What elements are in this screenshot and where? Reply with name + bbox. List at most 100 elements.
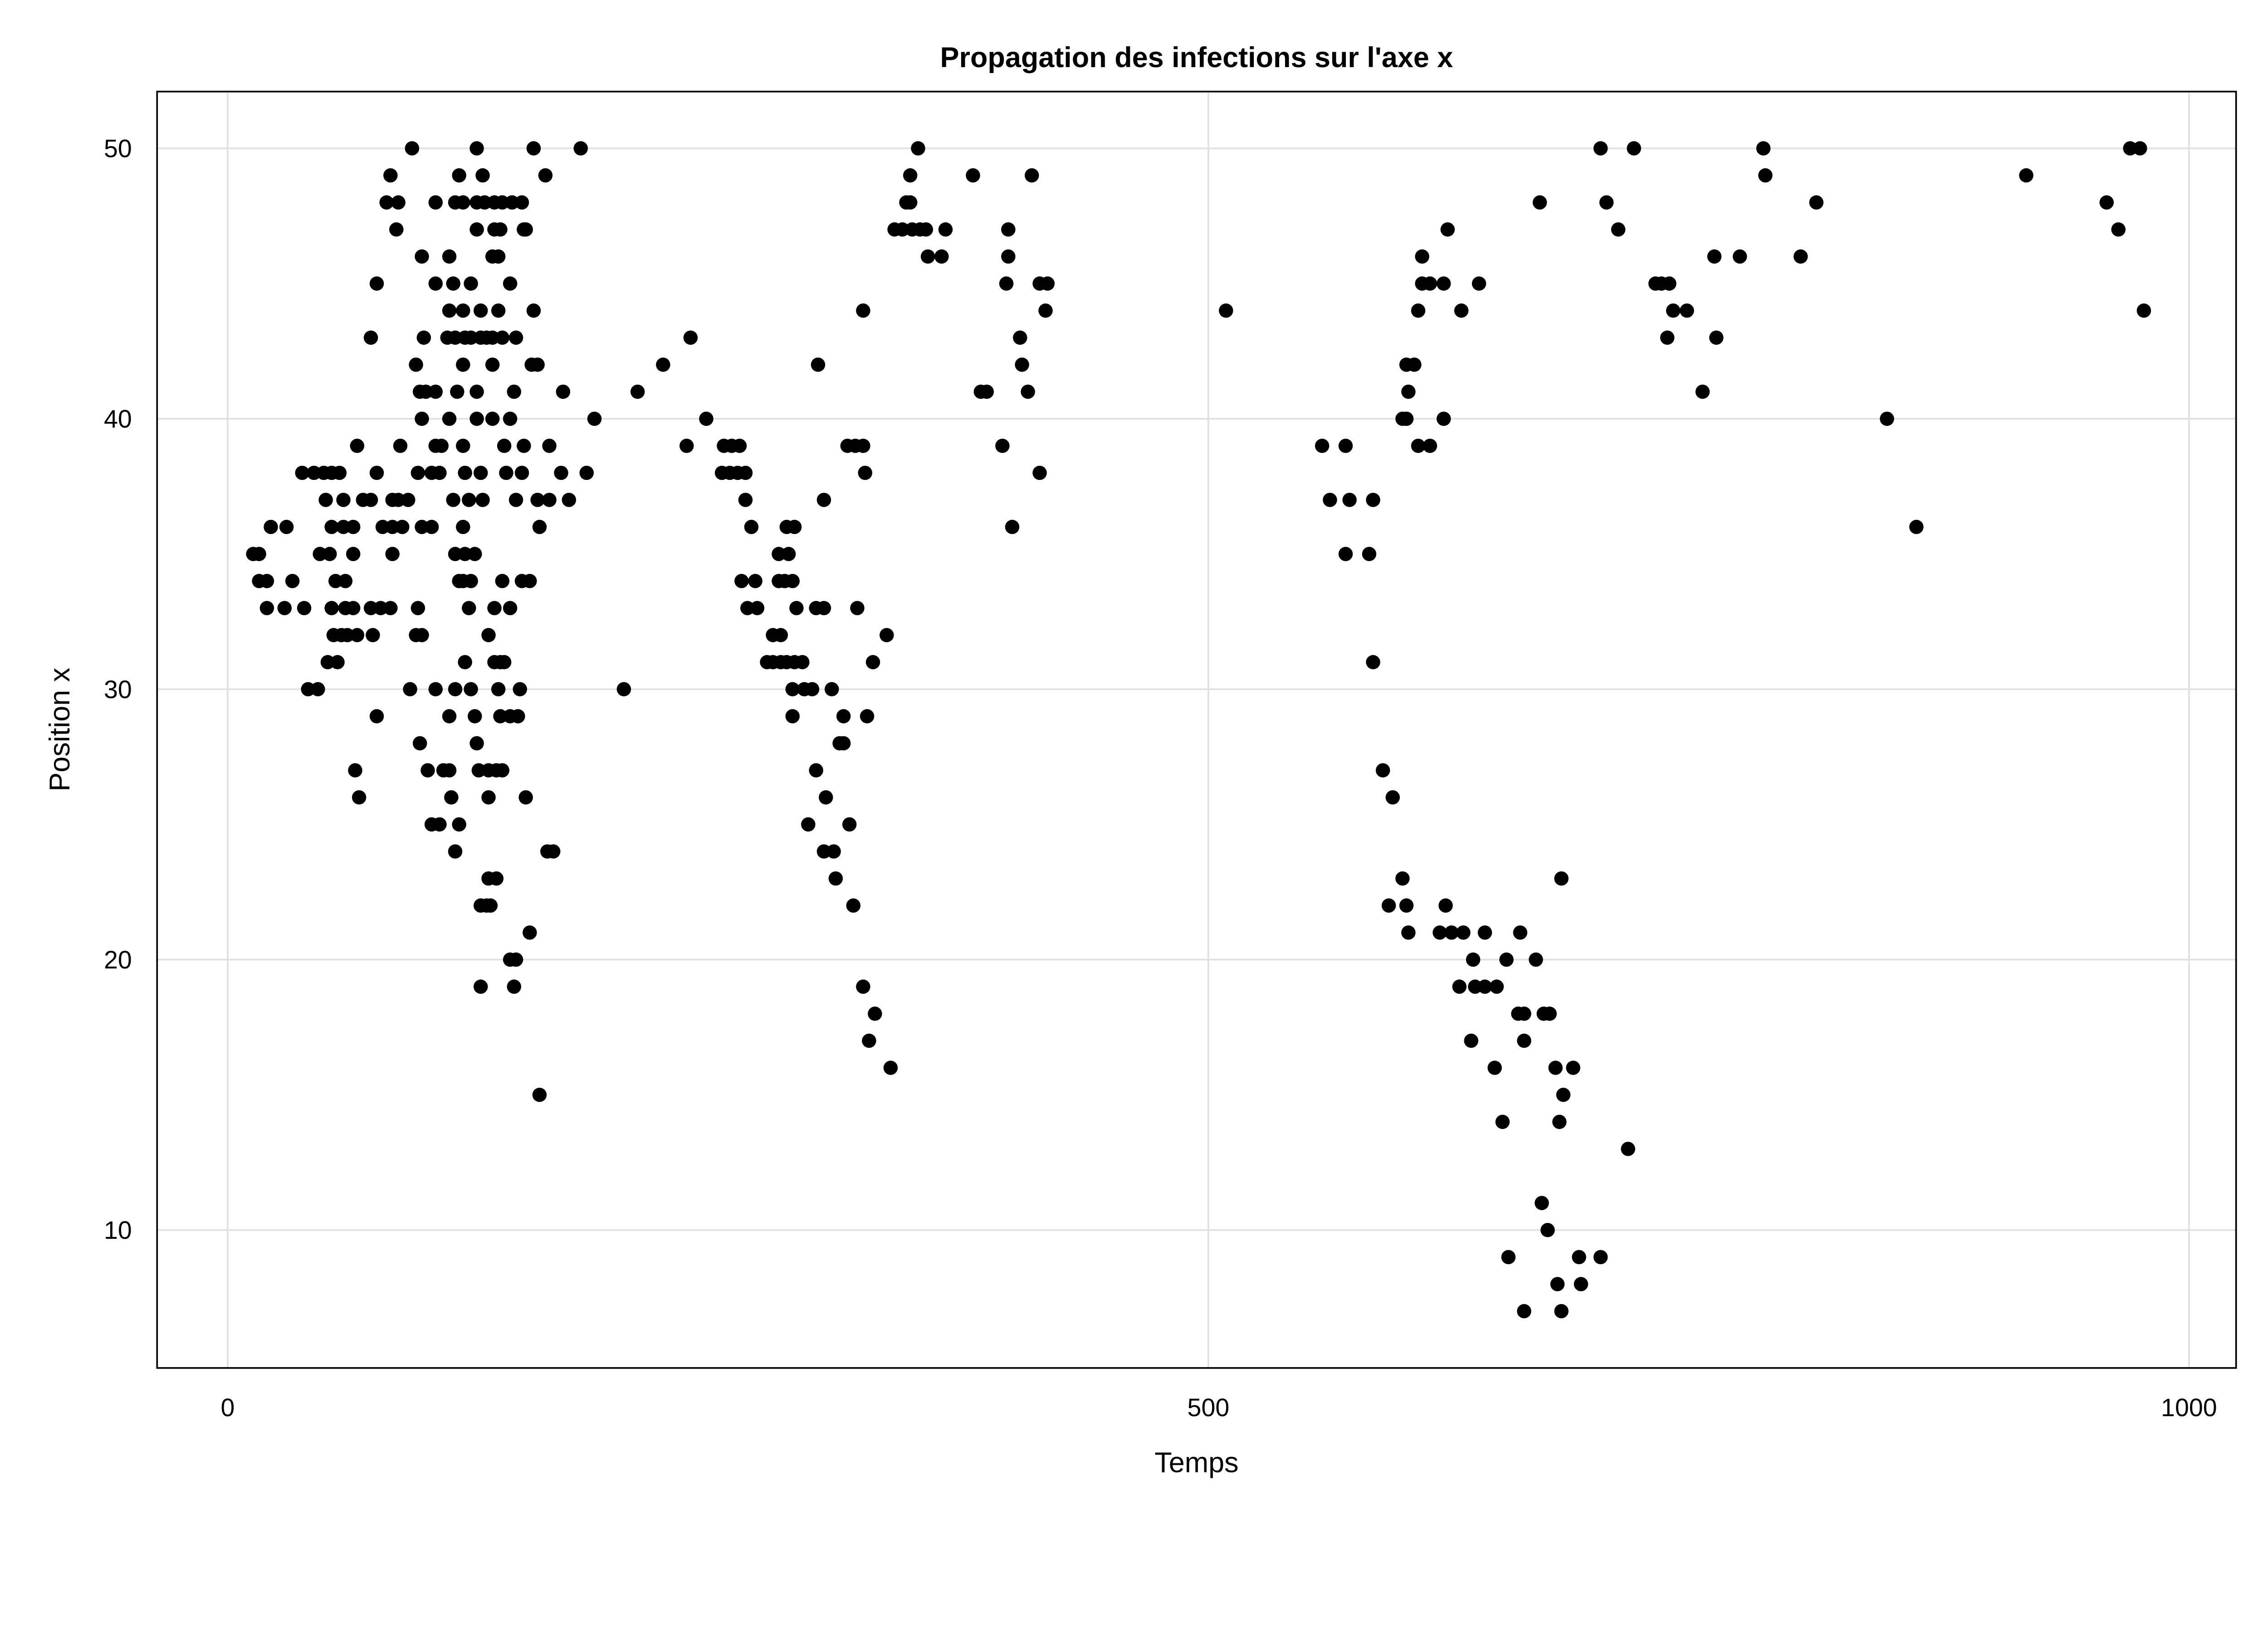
scatter-chart: 0 500 1000 10 20 30 40 50 Propagation des infe… bbox=[44, 42, 2237, 1479]
data-point bbox=[1501, 1250, 1516, 1265]
data-point bbox=[811, 357, 826, 372]
x-tick-label: 500 bbox=[1188, 1393, 1230, 1422]
data-point bbox=[785, 709, 800, 724]
data-point bbox=[1532, 195, 1547, 210]
data-point bbox=[507, 979, 521, 994]
data-point bbox=[518, 222, 533, 237]
data-point bbox=[320, 655, 335, 670]
data-point bbox=[448, 682, 463, 697]
data-point bbox=[816, 601, 831, 616]
data-point bbox=[1038, 303, 1053, 318]
x-tick-labels: 0 500 1000 bbox=[221, 1393, 2217, 1422]
data-point bbox=[1540, 1222, 1555, 1237]
data-point bbox=[2099, 195, 2114, 210]
data-point bbox=[385, 519, 400, 534]
data-point bbox=[1456, 925, 1471, 940]
data-point bbox=[554, 465, 568, 480]
data-point bbox=[1550, 1277, 1565, 1291]
data-point bbox=[740, 601, 755, 616]
data-point bbox=[456, 519, 470, 534]
data-point bbox=[656, 357, 670, 372]
data-point bbox=[474, 303, 488, 318]
data-point bbox=[1593, 1250, 1608, 1265]
data-point bbox=[518, 790, 533, 805]
data-point bbox=[383, 168, 398, 183]
data-point bbox=[809, 763, 823, 777]
data-point bbox=[679, 439, 694, 453]
data-point bbox=[865, 655, 880, 670]
data-point bbox=[1422, 439, 1437, 453]
data-point bbox=[1793, 249, 1808, 264]
data-point bbox=[452, 168, 466, 183]
data-point bbox=[363, 601, 378, 616]
data-point bbox=[336, 493, 351, 507]
data-point bbox=[348, 763, 362, 777]
data-point bbox=[1315, 439, 1330, 453]
y-axis-label: Position x bbox=[44, 668, 76, 792]
data-point bbox=[1611, 222, 1626, 237]
data-point bbox=[350, 628, 365, 642]
data-point bbox=[481, 790, 496, 805]
data-point bbox=[264, 519, 278, 534]
data-point bbox=[1471, 276, 1486, 291]
data-point bbox=[346, 547, 361, 562]
data-point bbox=[683, 330, 698, 345]
data-point bbox=[1517, 1304, 1531, 1319]
data-point bbox=[1660, 330, 1675, 345]
data-point bbox=[474, 979, 488, 994]
data-point bbox=[375, 519, 390, 534]
data-point bbox=[526, 141, 541, 156]
data-point bbox=[1040, 276, 1055, 291]
data-point bbox=[328, 574, 343, 588]
data-point bbox=[336, 519, 351, 534]
data-point bbox=[442, 411, 457, 426]
data-point bbox=[856, 979, 870, 994]
data-point bbox=[301, 682, 315, 697]
data-point bbox=[979, 384, 994, 399]
chart-title: Propagation des infections sur l'axe x bbox=[940, 42, 1453, 73]
x-tick-label: 0 bbox=[221, 1393, 235, 1422]
data-point bbox=[828, 871, 843, 886]
data-point bbox=[1021, 384, 1035, 399]
data-point bbox=[919, 222, 934, 237]
data-point bbox=[805, 682, 820, 697]
data-point bbox=[1599, 195, 1614, 210]
data-point bbox=[1411, 303, 1426, 318]
data-point bbox=[350, 439, 365, 453]
data-point bbox=[542, 493, 557, 507]
data-point bbox=[734, 574, 749, 588]
data-point bbox=[816, 493, 831, 507]
data-point bbox=[532, 519, 547, 534]
data-point bbox=[464, 330, 478, 345]
data-point bbox=[1466, 952, 1481, 967]
data-point bbox=[1529, 952, 1543, 967]
data-point bbox=[750, 601, 765, 616]
data-point bbox=[538, 168, 553, 183]
data-point bbox=[2111, 222, 2126, 237]
data-point bbox=[497, 439, 512, 453]
data-point bbox=[415, 519, 429, 534]
data-point bbox=[259, 601, 274, 616]
data-point bbox=[1880, 411, 1894, 426]
data-point bbox=[458, 547, 472, 562]
data-point bbox=[1554, 871, 1569, 886]
data-point bbox=[1338, 547, 1353, 562]
data-point bbox=[503, 411, 518, 426]
data-point bbox=[452, 817, 466, 832]
data-point bbox=[1499, 952, 1514, 967]
data-point bbox=[487, 601, 502, 616]
y-tick-label: 10 bbox=[104, 1216, 132, 1244]
data-point bbox=[1407, 357, 1422, 372]
data-point bbox=[842, 817, 857, 832]
data-point bbox=[630, 384, 645, 399]
data-point bbox=[428, 682, 443, 697]
data-point bbox=[469, 736, 484, 751]
data-point bbox=[468, 547, 482, 562]
data-point bbox=[1366, 493, 1380, 507]
data-point bbox=[415, 249, 429, 264]
data-point bbox=[1756, 141, 1771, 156]
data-point bbox=[485, 411, 500, 426]
data-point bbox=[1362, 547, 1377, 562]
data-point bbox=[1695, 384, 1710, 399]
data-point bbox=[532, 1087, 547, 1102]
